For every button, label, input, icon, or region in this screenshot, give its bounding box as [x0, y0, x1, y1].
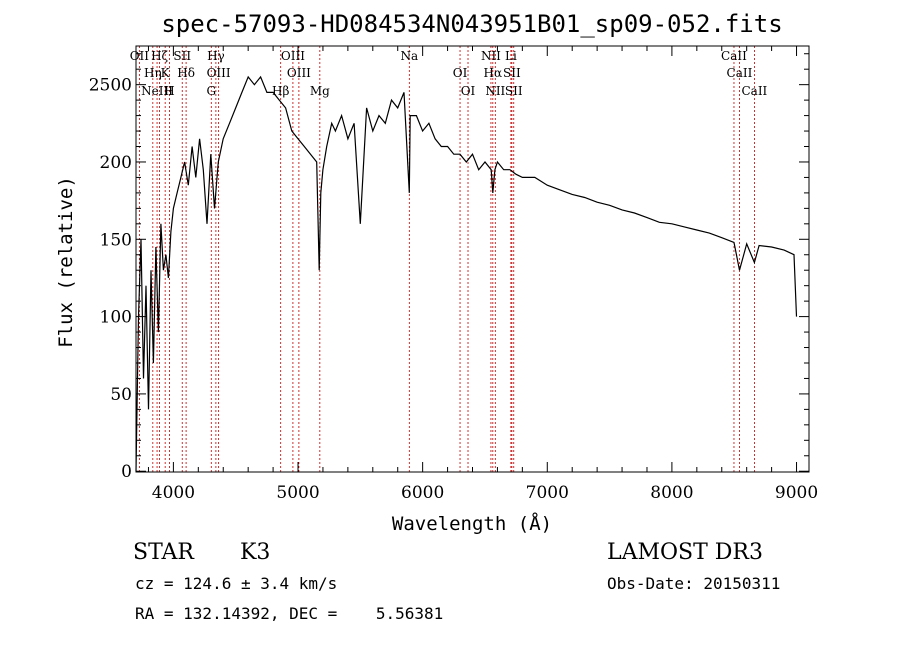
x-tick-label: 9000	[775, 483, 818, 503]
spectrum-line	[135, 75, 798, 472]
y-tick-label: 200	[100, 153, 132, 173]
coordinates: RA = 132.14392, DEC = 5.56381	[135, 604, 444, 623]
line-marker-label: OI	[461, 84, 476, 98]
object-subclass: K3	[240, 540, 271, 565]
line-marker-label: NeIII	[141, 84, 173, 98]
y-tick-label: 0	[121, 462, 132, 482]
line-marker-label: Hδ	[177, 66, 195, 80]
line-marker-label: Li	[505, 49, 517, 63]
line-marker-label: SII	[503, 66, 521, 80]
line-marker-label: CaII	[727, 66, 753, 80]
line-marker-label: CaII	[721, 49, 747, 63]
y-tick-label: 100	[100, 308, 132, 328]
line-marker-label: K	[161, 66, 171, 80]
line-marker-label: SII	[505, 84, 523, 98]
line-marker-label: Hβ	[272, 84, 289, 98]
line-marker-label: OIII	[281, 49, 305, 63]
line-marker-labels: OII Hη NeIII Hζ KH SII Hδ G Hγ OIII Hβ OIII OIII Mg Na…	[130, 49, 768, 98]
line-marker-label: OII	[130, 49, 150, 63]
line-marker-label: OIII	[207, 66, 231, 80]
redshift-readout: cz = 124.6 ± 3.4 km/s	[135, 574, 338, 593]
line-marker-label: Na	[400, 49, 418, 63]
y-axis-label: Flux (relative)	[55, 176, 77, 348]
line-marker-label: Hη	[144, 66, 162, 80]
line-marker-label: H	[164, 84, 174, 98]
y-tick-label: 50	[110, 385, 132, 405]
obs-date: Obs-Date: 20150311	[607, 574, 781, 593]
line-marker-label: OIII	[287, 66, 311, 80]
line-marker-label: OI	[453, 66, 468, 80]
y-axis-ticks: 0 50 100 150 200 2500	[89, 53, 809, 482]
line-marker-label: SII	[173, 49, 191, 63]
line-marker-label: Mg	[310, 84, 330, 98]
x-tick-label: 8000	[650, 483, 693, 503]
line-marker-label: CaII	[741, 84, 767, 98]
x-axis-label: Wavelength (Å)	[392, 512, 552, 535]
x-tick-label: 5000	[276, 483, 319, 503]
y-tick-label: 150	[100, 230, 132, 250]
plot-frame	[135, 45, 810, 473]
line-marker-label: Hγ	[207, 49, 225, 63]
line-marker-label: G	[206, 84, 216, 98]
x-tick-label: 6000	[401, 483, 444, 503]
x-axis-ticks: 4000 5000 6000 7000 8000 9000	[147, 46, 818, 503]
x-tick-label: 7000	[526, 483, 569, 503]
x-tick-label: 4000	[152, 483, 195, 503]
line-marker-label: NII	[485, 84, 505, 98]
survey-name: LAMOST DR3	[607, 540, 763, 565]
line-markers	[138, 46, 755, 472]
line-marker-label: NII	[481, 49, 501, 63]
y-tick-label: 2500	[89, 76, 132, 96]
object-class: STAR	[133, 540, 194, 565]
chart-title: spec-57093-HD084534N043951B01_sp09-052.f…	[161, 10, 782, 38]
line-marker-label: Hζ	[151, 49, 168, 63]
line-marker-label: Hα	[484, 66, 503, 80]
